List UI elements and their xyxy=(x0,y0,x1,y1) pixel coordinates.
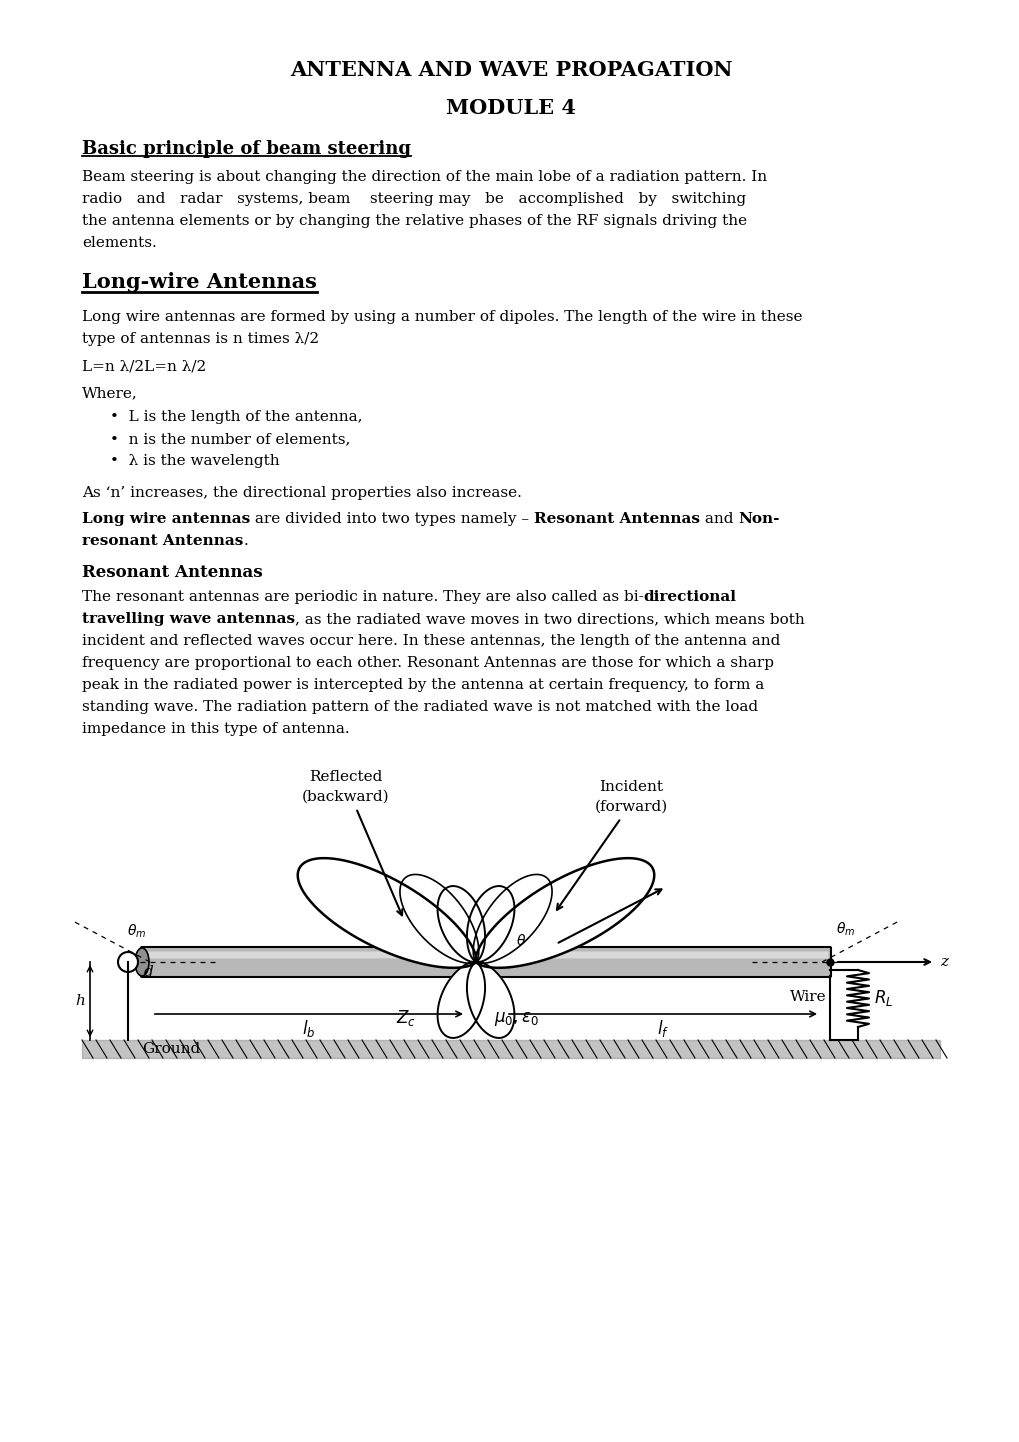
Polygon shape xyxy=(399,874,478,963)
Polygon shape xyxy=(475,858,653,968)
Text: Beam steering is about changing the direction of the main lobe of a radiation pa: Beam steering is about changing the dire… xyxy=(82,170,766,185)
Text: radio   and   radar   systems, beam    steering may   be   accomplished   by   s: radio and radar systems, beam steering m… xyxy=(82,192,745,206)
Text: ANTENNA AND WAVE PROPAGATION: ANTENNA AND WAVE PROPAGATION xyxy=(289,61,732,79)
Text: elements.: elements. xyxy=(82,236,157,249)
Text: •  n is the number of elements,: • n is the number of elements, xyxy=(110,433,351,446)
Text: frequency are proportional to each other. Resonant Antennas are those for which : frequency are proportional to each other… xyxy=(82,656,773,671)
Text: $\theta$: $\theta$ xyxy=(516,933,526,947)
Text: Ground: Ground xyxy=(142,1043,200,1056)
FancyBboxPatch shape xyxy=(141,947,830,978)
Text: Incident: Incident xyxy=(598,780,662,795)
Text: Non-: Non- xyxy=(738,512,780,526)
Text: $\theta_m$: $\theta_m$ xyxy=(126,923,146,940)
Text: Long-wire Antennas: Long-wire Antennas xyxy=(82,273,317,291)
Text: standing wave. The radiation pattern of the radiated wave is not matched with th: standing wave. The radiation pattern of … xyxy=(82,699,757,714)
Text: Resonant Antennas: Resonant Antennas xyxy=(534,512,699,526)
Text: the antenna elements or by changing the relative phases of the RF signals drivin: the antenna elements or by changing the … xyxy=(82,213,746,228)
Text: MODULE 4: MODULE 4 xyxy=(445,98,576,118)
Text: •  λ is the wavelength: • λ is the wavelength xyxy=(110,454,279,469)
Text: peak in the radiated power is intercepted by the antenna at certain frequency, t: peak in the radiated power is intercepte… xyxy=(82,678,763,692)
Text: .: . xyxy=(244,534,248,548)
Polygon shape xyxy=(437,962,485,1038)
Polygon shape xyxy=(298,858,476,968)
Text: $Z_c$: $Z_c$ xyxy=(395,1008,416,1028)
Text: h: h xyxy=(75,994,85,1008)
Ellipse shape xyxy=(135,947,149,976)
Text: z: z xyxy=(940,955,947,969)
Text: Long wire antennas are formed by using a number of dipoles. The length of the wi: Long wire antennas are formed by using a… xyxy=(82,310,802,324)
Text: $l_b$: $l_b$ xyxy=(302,1018,316,1040)
Text: L=n λ/2L=n λ/2: L=n λ/2L=n λ/2 xyxy=(82,360,206,373)
Text: Where,: Where, xyxy=(82,386,138,399)
Polygon shape xyxy=(473,874,551,963)
Text: The resonant antennas are periodic in nature. They are also called as bi-: The resonant antennas are periodic in na… xyxy=(82,590,643,604)
Text: $\theta_m$: $\theta_m$ xyxy=(836,920,855,937)
Text: (forward): (forward) xyxy=(594,800,667,813)
Text: $\mu_0, \varepsilon_0$: $\mu_0, \varepsilon_0$ xyxy=(493,1009,538,1028)
Text: , as the radiated wave moves in two directions, which means both: , as the radiated wave moves in two dire… xyxy=(294,611,804,626)
Text: •  L is the length of the antenna,: • L is the length of the antenna, xyxy=(110,410,362,424)
Text: type of antennas is n times λ/2: type of antennas is n times λ/2 xyxy=(82,332,319,346)
Text: (backward): (backward) xyxy=(302,790,389,805)
Text: Long wire antennas: Long wire antennas xyxy=(82,512,250,526)
Text: Reflected: Reflected xyxy=(309,770,382,784)
Text: $l_f$: $l_f$ xyxy=(656,1018,668,1040)
Polygon shape xyxy=(437,885,485,962)
Text: incident and reflected waves occur here. In these antennas, the length of the an: incident and reflected waves occur here.… xyxy=(82,634,780,647)
Text: $R_L$: $R_L$ xyxy=(873,989,893,1008)
Text: impedance in this type of antenna.: impedance in this type of antenna. xyxy=(82,722,350,735)
Polygon shape xyxy=(467,885,514,962)
Circle shape xyxy=(118,952,138,972)
Text: Wire: Wire xyxy=(790,991,825,1004)
Text: and: and xyxy=(699,512,738,526)
Text: travelling wave antennas: travelling wave antennas xyxy=(82,611,294,626)
FancyBboxPatch shape xyxy=(144,952,827,959)
Text: directional: directional xyxy=(643,590,736,604)
Text: resonant Antennas: resonant Antennas xyxy=(82,534,244,548)
Text: Resonant Antennas: Resonant Antennas xyxy=(82,564,262,581)
Text: d: d xyxy=(144,965,154,979)
Text: As ‘n’ increases, the directional properties also increase.: As ‘n’ increases, the directional proper… xyxy=(82,486,522,500)
Polygon shape xyxy=(467,962,514,1038)
Text: are divided into two types namely –: are divided into two types namely – xyxy=(250,512,534,526)
Text: Basic principle of beam steering: Basic principle of beam steering xyxy=(82,140,411,159)
